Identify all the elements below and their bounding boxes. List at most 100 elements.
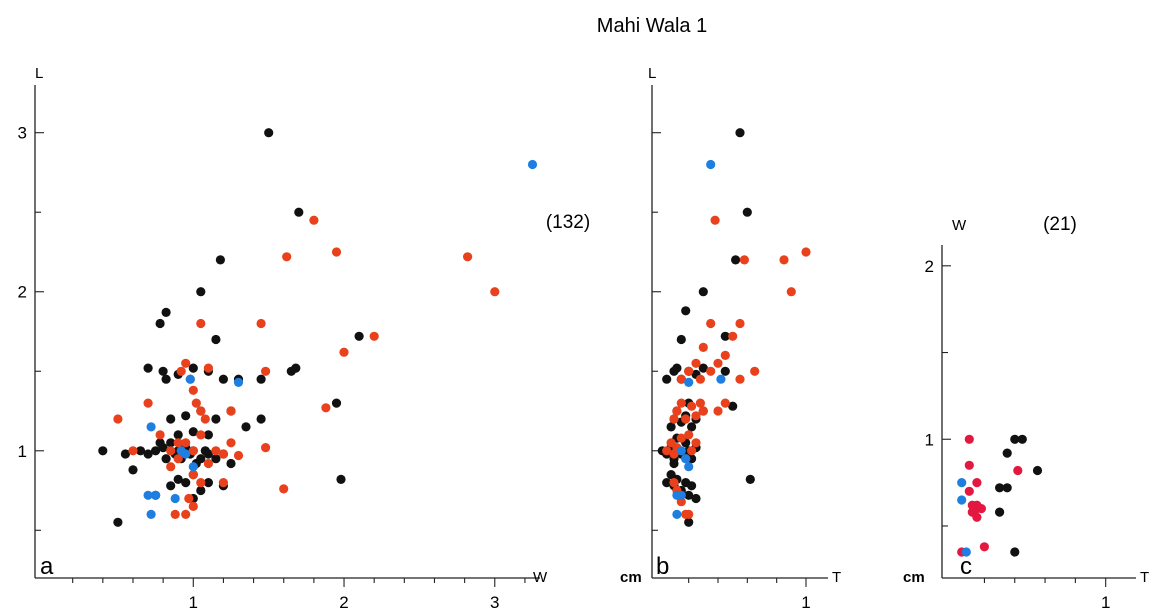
data-point-red	[196, 430, 206, 440]
data-point-red	[463, 252, 473, 262]
data-point-red	[196, 478, 206, 488]
y-tick-label: 2	[18, 283, 27, 302]
data-point-red	[490, 287, 500, 297]
data-point-red	[735, 318, 745, 329]
data-point-red	[261, 443, 271, 453]
count-label: (21)	[1043, 214, 1077, 235]
data-point-black	[151, 446, 161, 456]
data-point-red	[226, 406, 236, 416]
data-point-red	[698, 406, 708, 416]
data-point-black	[720, 366, 730, 376]
data-point-black	[173, 430, 183, 440]
data-point-red	[233, 450, 244, 461]
data-point-red	[218, 478, 228, 488]
data-point-red	[706, 366, 716, 376]
data-point-red	[188, 385, 198, 395]
data-point-red	[676, 398, 686, 408]
data-point-red	[801, 247, 811, 257]
data-point-red	[181, 438, 191, 448]
data-point-black	[684, 490, 694, 500]
data-point-red	[200, 414, 210, 424]
panel-label: a	[40, 553, 54, 580]
data-point-blue	[957, 478, 967, 488]
data-point-black	[681, 306, 691, 316]
data-point-red	[181, 358, 191, 368]
data-point-black	[1032, 465, 1043, 476]
data-point-blue	[961, 547, 971, 557]
data-point-black	[684, 517, 694, 527]
x-axis-label: T	[832, 569, 841, 586]
data-point-blue	[716, 374, 726, 384]
data-point-red	[176, 366, 186, 376]
data-point-crimson	[972, 478, 982, 488]
data-point-red	[669, 478, 679, 488]
data-point-red	[691, 358, 701, 368]
data-point-black	[728, 401, 738, 411]
data-point-black	[98, 446, 108, 456]
data-point-red	[155, 430, 165, 440]
data-point-red	[188, 446, 198, 456]
data-point-blue	[684, 377, 694, 387]
data-point-blue	[676, 446, 686, 456]
data-point-red	[188, 501, 198, 511]
data-point-black	[676, 334, 686, 345]
unit-label: cm	[903, 569, 925, 586]
count-label: (132)	[546, 212, 590, 233]
data-point-red	[173, 438, 183, 448]
data-point-black	[698, 287, 708, 297]
data-point-black	[698, 363, 708, 373]
data-point-black	[331, 398, 342, 408]
data-point-red	[676, 497, 686, 507]
data-point-black	[687, 422, 697, 432]
y-axis-label: L	[35, 65, 43, 82]
data-point-red	[669, 414, 679, 424]
data-point-crimson	[979, 542, 990, 552]
data-point-black	[166, 481, 176, 491]
data-point-black	[218, 374, 228, 384]
data-point-black	[995, 507, 1005, 517]
data-point-black	[196, 287, 206, 297]
x-tick-label: 1	[189, 593, 198, 612]
data-point-crimson	[976, 504, 987, 514]
data-point-red	[710, 215, 720, 225]
data-point-blue	[684, 462, 694, 472]
data-point-black	[1010, 434, 1020, 444]
data-point-red	[170, 509, 180, 519]
x-tick-label: 1	[801, 593, 810, 612]
chart-title: Mahi Wala 1	[597, 15, 707, 37]
data-point-blue	[706, 159, 716, 170]
data-point-red	[706, 318, 716, 329]
data-point-blue	[146, 509, 156, 519]
x-tick-label: 3	[490, 593, 499, 612]
data-point-black	[691, 493, 701, 504]
data-point-red	[203, 363, 213, 373]
data-point-black	[264, 128, 274, 138]
y-tick-label: 3	[18, 124, 27, 143]
data-point-black	[669, 458, 679, 469]
data-point-red	[687, 446, 697, 456]
data-point-black	[1002, 483, 1012, 493]
data-point-red	[687, 401, 697, 411]
y-tick-label: 1	[18, 442, 27, 461]
data-point-black	[354, 331, 364, 341]
data-point-crimson	[1013, 465, 1023, 476]
data-point-blue	[676, 490, 686, 500]
data-point-black	[291, 363, 301, 373]
data-point-black	[731, 255, 741, 265]
data-point-red	[681, 414, 691, 424]
data-point-blue	[527, 159, 538, 170]
data-point-black	[196, 454, 206, 464]
data-point-red	[739, 255, 750, 265]
data-point-black	[662, 374, 672, 384]
data-point-blue	[672, 509, 682, 519]
data-point-black	[120, 449, 130, 459]
data-point-red	[184, 493, 194, 504]
data-point-black	[256, 414, 266, 424]
data-point-red	[261, 366, 271, 376]
data-point-red	[196, 406, 206, 416]
data-point-black	[203, 430, 213, 440]
data-point-blue	[188, 462, 198, 472]
data-point-black	[215, 255, 225, 265]
